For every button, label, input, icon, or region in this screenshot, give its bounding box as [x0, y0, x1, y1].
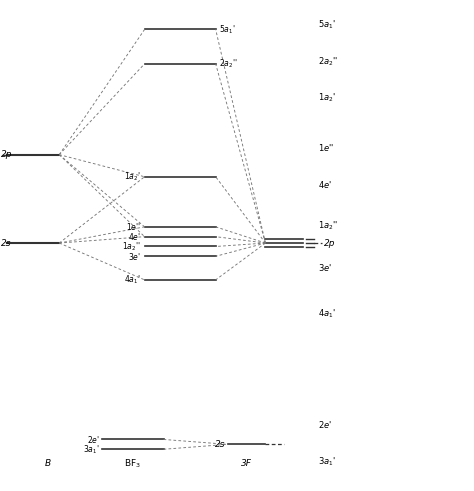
Text: 2$a_2$'': 2$a_2$'' — [219, 57, 238, 70]
Text: 1$a_2$'': 1$a_2$'' — [122, 240, 141, 253]
Text: 3$e$': 3$e$' — [128, 251, 141, 262]
Text: 1$e$'': 1$e$'' — [318, 142, 334, 153]
Text: 2s: 2s — [1, 239, 11, 247]
Text: 4$e$': 4$e$' — [318, 179, 331, 190]
Text: 2$a_2$'': 2$a_2$'' — [318, 55, 338, 68]
Text: 2$e$': 2$e$' — [87, 434, 100, 445]
Text: 1$e$'': 1$e$'' — [126, 221, 141, 232]
Text: 3F: 3F — [241, 460, 252, 468]
Text: 1$a_2$': 1$a_2$' — [124, 170, 141, 183]
Text: 2p: 2p — [1, 150, 12, 159]
Text: 3$a_1$': 3$a_1$' — [318, 455, 336, 468]
Text: 3$a_1$': 3$a_1$' — [83, 443, 100, 456]
Text: 3$e$': 3$e$' — [318, 262, 331, 273]
Text: 5$a_1$': 5$a_1$' — [318, 18, 336, 31]
Text: 1$a_2$': 1$a_2$' — [318, 92, 336, 105]
Text: 4$a_1$': 4$a_1$' — [124, 273, 141, 286]
Text: 4$a_1$': 4$a_1$' — [318, 308, 336, 321]
Text: B: B — [45, 460, 50, 468]
Text: 2$e$': 2$e$' — [318, 419, 331, 430]
Text: 2s: 2s — [215, 440, 225, 449]
Text: BF$_3$: BF$_3$ — [124, 458, 141, 470]
Text: 1$a_2$'': 1$a_2$'' — [318, 219, 338, 232]
Text: 4$e$': 4$e$' — [128, 231, 141, 242]
Text: 2p: 2p — [324, 239, 335, 247]
Text: 5$a_1$': 5$a_1$' — [219, 23, 236, 36]
